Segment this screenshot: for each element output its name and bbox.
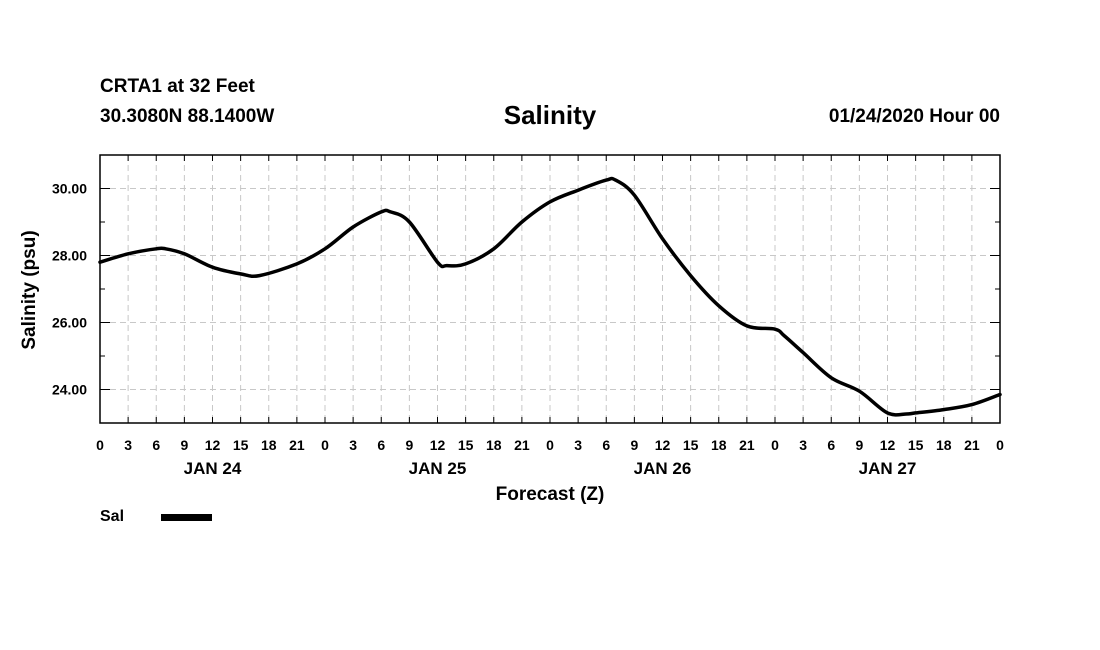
y-tick-label: 24.00 <box>52 382 87 398</box>
y-tick-label: 28.00 <box>52 248 87 264</box>
day-label: JAN 25 <box>409 459 467 478</box>
x-tick-label: 9 <box>630 437 638 453</box>
legend-line-swatch <box>161 513 212 521</box>
x-tick-label: 3 <box>349 437 357 453</box>
x-tick-label: 21 <box>289 437 305 453</box>
series-line-sal <box>98 176 1002 417</box>
x-tick-label: 12 <box>205 437 221 453</box>
x-tick-label: 18 <box>936 437 952 453</box>
x-tick-label: 3 <box>124 437 132 453</box>
legend-label: Sal <box>100 508 125 525</box>
x-tick-label: 18 <box>261 437 277 453</box>
x-tick-label: 0 <box>96 437 104 453</box>
x-tick-label: 9 <box>405 437 413 453</box>
x-tick-label: 18 <box>711 437 727 453</box>
x-tick-label: 18 <box>486 437 502 453</box>
x-tick-label: 12 <box>880 437 896 453</box>
x-tick-label: 0 <box>321 437 329 453</box>
day-label: JAN 24 <box>184 459 242 478</box>
day-label: JAN 26 <box>634 459 692 478</box>
x-tick-label: 9 <box>855 437 863 453</box>
x-tick-label: 0 <box>771 437 779 453</box>
day-label: JAN 27 <box>859 459 917 478</box>
x-tick-label: 15 <box>233 437 249 453</box>
x-tick-label: 6 <box>602 437 610 453</box>
y-tick-label: 26.00 <box>52 315 87 331</box>
x-tick-label: 6 <box>377 437 385 453</box>
station-coordinates: 30.3080N 88.1400W <box>100 106 275 127</box>
chart-title: Salinity <box>503 100 597 130</box>
x-tick-label: 15 <box>683 437 699 453</box>
x-tick-label: 21 <box>964 437 980 453</box>
x-tick-label: 12 <box>430 437 446 453</box>
y-axis-title: Salinity (psu) <box>19 230 40 349</box>
x-tick-label: 9 <box>180 437 188 453</box>
x-tick-label: 12 <box>655 437 671 453</box>
legend: Sal <box>100 508 212 526</box>
x-tick-label: 15 <box>458 437 474 453</box>
x-tick-label: 6 <box>152 437 160 453</box>
x-axis-title: Forecast (Z) <box>496 484 605 505</box>
y-tick-label: 30.00 <box>52 181 87 197</box>
x-tick-label: 0 <box>546 437 554 453</box>
station-name: CRTA1 at 32 Feet <box>100 76 255 97</box>
x-tick-label: 15 <box>908 437 924 453</box>
x-tick-label: 21 <box>514 437 530 453</box>
x-tick-label: 0 <box>996 437 1004 453</box>
x-tick-label: 6 <box>827 437 835 453</box>
x-tick-label: 21 <box>739 437 755 453</box>
forecast-time: 01/24/2020 Hour 00 <box>828 106 1000 127</box>
x-tick-label: 3 <box>799 437 807 453</box>
x-tick-label: 3 <box>574 437 582 453</box>
